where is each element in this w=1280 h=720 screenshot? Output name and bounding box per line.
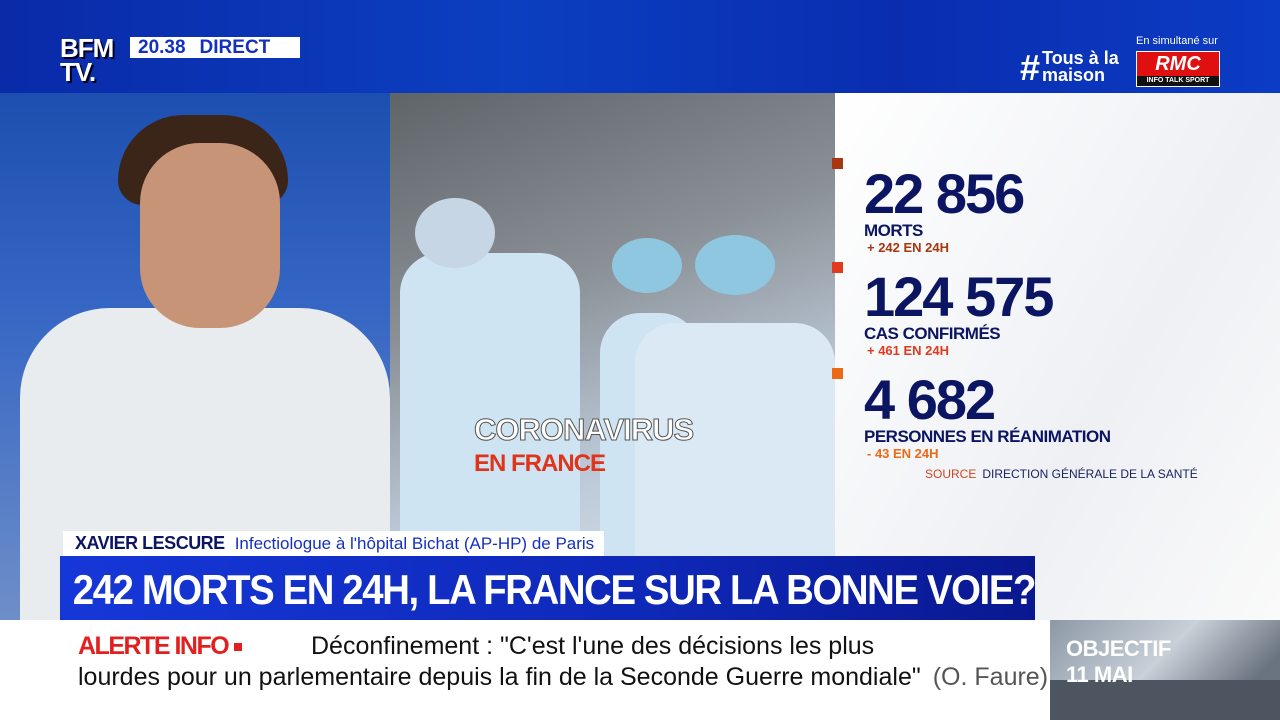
rmc-tagline: INFO TALK SPORT	[1137, 76, 1219, 86]
stat-label: PERSONNES EN RÉANIMATION	[864, 427, 1111, 446]
live-label: DIRECT	[199, 36, 271, 58]
stat-delta: + 461 EN 24H	[867, 343, 950, 358]
news-ticker	[0, 620, 1050, 720]
stat-confirmed-cases: 124 575 CAS CONFIRMÉS + 461 EN 24H	[864, 265, 1054, 359]
logo-line2: TV.	[60, 57, 96, 87]
alert-label: ALERTE INFO	[78, 632, 243, 661]
stat-icu: 4 682 PERSONNES EN RÉANIMATION - 43 EN 2…	[864, 372, 1111, 462]
time-live-box: 20.38 DIRECT	[130, 37, 300, 58]
hashtag-line2: maison	[1042, 65, 1106, 85]
stats-panel	[835, 93, 1280, 620]
simulcast-label: En simultané sur	[1136, 35, 1218, 47]
stat-deaths: 22 856 MORTS + 242 EN 24H	[864, 162, 1025, 256]
guest-name: XAVIER LESCURE	[75, 533, 225, 553]
guest-name-strap: XAVIER LESCURE Infectiologue à l'hôpital…	[63, 531, 605, 556]
promo-thumbnail[interactable]: OBJECTIF 11 MAI	[1050, 620, 1280, 720]
hashtag-icon: #	[1020, 46, 1041, 88]
stat-delta: + 242 EN 24H	[867, 240, 950, 255]
ticker-line2-text: lourdes pour un parlementaire depuis la …	[78, 663, 921, 691]
stat-value: 124 575	[864, 265, 1054, 328]
photo-caption-title: CORONAVIRUS	[473, 412, 694, 448]
clock: 20.38	[138, 36, 186, 58]
source-text: DIRECTION GÉNÉRALE DE LA SANTÉ	[982, 467, 1198, 481]
promo-line1: OBJECTIF	[1066, 636, 1171, 661]
rmc-logo-text: RMC	[1155, 53, 1201, 75]
stat-marker	[832, 368, 843, 379]
alert-label-text: ALERTE INFO	[78, 632, 230, 660]
stat-marker	[832, 262, 843, 273]
alert-square-icon	[234, 643, 243, 652]
promo-photo-road	[1050, 680, 1280, 720]
source-label: SOURCE	[925, 467, 977, 481]
photo-caption-subtitle: EN FRANCE	[474, 450, 606, 477]
bfmtv-logo: BFM TV.	[60, 33, 114, 87]
stat-value: 4 682	[864, 368, 996, 431]
ticker-line1: Déconfinement : "C'est l'une des décisio…	[311, 632, 875, 660]
medic-figure	[635, 323, 835, 563]
promo-line2: 11 MAI	[1066, 662, 1133, 687]
stat-value: 22 856	[864, 162, 1025, 225]
promo-text: OBJECTIF 11 MAI	[1066, 636, 1171, 688]
ticker-line2: lourdes pour un parlementaire depuis la …	[78, 663, 1048, 692]
guest-face	[140, 143, 280, 328]
stat-delta: - 43 EN 24H	[867, 446, 939, 461]
rmc-logo: RMC INFO TALK SPORT	[1136, 51, 1220, 87]
logo-line1: BFM	[60, 33, 114, 63]
hashtag-tous-a-la-maison: # Tous à la maison	[1020, 46, 1119, 88]
top-bar: BFM TV. 20.38 DIRECT # Tous à la maison E…	[0, 0, 1280, 93]
source-line: SOURCE DIRECTION GÉNÉRALE DE LA SANTÉ	[925, 467, 1198, 481]
hashtag-line1: Tous à la	[1042, 48, 1119, 68]
medic-cap	[415, 198, 495, 268]
medic-figure	[400, 253, 580, 563]
hospital-photo	[390, 93, 835, 563]
guest-title: Infectiologue à l'hôpital Bichat (AP-HP)…	[234, 533, 595, 553]
stat-label: CAS CONFIRMÉS	[864, 324, 1001, 343]
stat-marker	[832, 158, 843, 169]
medic-cap	[695, 235, 775, 295]
medic-cap	[612, 238, 682, 293]
ticker-attribution: (O. Faure)	[932, 663, 1049, 691]
headline-banner: 242 MORTS EN 24H, LA FRANCE SUR LA BONNE…	[60, 556, 1036, 620]
stat-label: MORTS	[864, 221, 923, 240]
